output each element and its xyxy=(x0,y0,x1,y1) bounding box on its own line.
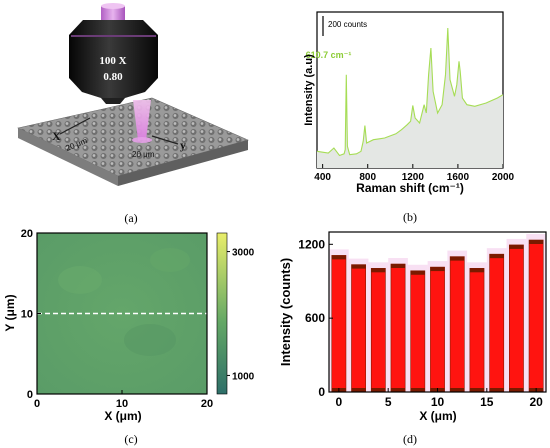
raman-spectrum-chart: 400 800 1200 1600 2000 200 counts 610.7 cm⁻¹… xyxy=(303,11,515,195)
x-axis-arrow xyxy=(59,117,91,135)
panel-label-a: (a) xyxy=(124,211,137,225)
scale-bar-label: 200 counts xyxy=(328,20,367,29)
x-tick-label: 10 xyxy=(116,398,128,410)
panel-label-b: (b) xyxy=(403,210,417,224)
peak-annotation: 610.7 cm⁻¹ xyxy=(306,50,352,60)
y-ticks-c: 0 10 20 xyxy=(21,228,41,401)
objective-na: 0.80 xyxy=(103,71,123,83)
x-tick-label: 2000 xyxy=(492,172,515,183)
bar-base xyxy=(351,388,366,392)
bar-cap xyxy=(489,254,504,259)
intensity-bar-chart: 0 5 10 15 20 0 600 1200 Intensity (counts) X (… xyxy=(278,231,547,423)
bar xyxy=(351,264,366,393)
bar-cap xyxy=(390,264,406,268)
colorbar-tick-label: 3000 xyxy=(232,248,255,259)
bar xyxy=(331,255,347,393)
x-tick-label: 20 xyxy=(201,398,213,410)
spectrum-line xyxy=(316,27,504,157)
x-axis-label-b: Raman shift (cm⁻¹) xyxy=(356,181,464,195)
x-ticks-b: 400 800 1200 1600 2000 xyxy=(314,164,515,183)
bar-cap xyxy=(509,244,524,249)
objective-nose xyxy=(101,98,125,104)
bar xyxy=(509,244,524,393)
axis-x-label: X xyxy=(52,129,61,143)
y-tick-label: 20 xyxy=(21,228,33,240)
bar-cap xyxy=(529,240,544,244)
y-tick-label: 600 xyxy=(305,311,325,325)
bar-cap xyxy=(430,267,445,272)
y-ticks-d: 0 600 1200 xyxy=(298,237,333,399)
spectrum-fill xyxy=(317,28,503,168)
x-tick-label: 0 xyxy=(336,395,343,409)
x-tick-label: 15 xyxy=(480,395,494,409)
x-tick-label: 20 xyxy=(529,395,543,409)
y-tick-label: 10 xyxy=(21,309,33,321)
colorbar-tick-label: 1000 xyxy=(232,371,255,382)
y-axis-arrow xyxy=(151,135,179,145)
axis-y-label: y xyxy=(180,138,186,152)
laser-spot xyxy=(132,137,152,143)
panel-label-c: (c) xyxy=(124,432,137,446)
colorbar xyxy=(216,232,228,395)
bar-cap xyxy=(469,268,485,273)
bar xyxy=(469,268,485,393)
y-tick-label: 1200 xyxy=(298,237,325,251)
bar xyxy=(370,268,386,393)
bars xyxy=(329,234,546,393)
raman-map-chart: 0 10 20 0 10 20 1000 3000 Y (μm) X (μm) xyxy=(3,228,255,423)
bar-base xyxy=(509,388,524,392)
y-axis-label-d: Intensity (counts) xyxy=(278,258,293,366)
x-ticks-c: 0 10 20 xyxy=(34,390,213,410)
bar xyxy=(489,253,505,393)
bar xyxy=(449,256,465,393)
y-axis-label-b: Intensity (a.u) xyxy=(303,54,315,126)
bar-cap xyxy=(450,256,465,261)
laser-beam xyxy=(133,100,151,140)
y-axis-label-c: Y (μm) xyxy=(3,294,17,331)
bar xyxy=(430,266,445,393)
bar-base xyxy=(371,388,386,392)
x-tick-label: 800 xyxy=(359,172,376,183)
map-texture-2 xyxy=(124,324,176,356)
bar-base xyxy=(410,388,425,392)
x-tick-label: 10 xyxy=(431,395,445,409)
bar-base xyxy=(489,388,504,392)
panel-label-d: (d) xyxy=(403,432,417,446)
objective-cap xyxy=(101,6,125,20)
x-tick-label: 1200 xyxy=(402,172,425,183)
panel-a-illustration: 100 X 0.80 X 20 μm y 20 μm xyxy=(17,3,249,186)
objective-magnification: 100 X xyxy=(99,55,126,67)
x-tick-label: 1600 xyxy=(447,172,470,183)
bar xyxy=(528,239,544,393)
bar-cap xyxy=(331,255,346,260)
x-axis-label-c: X (μm) xyxy=(104,409,141,423)
map-texture-1 xyxy=(58,266,102,294)
substrate-front xyxy=(18,128,118,186)
bar-cap xyxy=(351,264,366,269)
x-ticks-d: 0 5 10 15 20 xyxy=(336,388,543,409)
bar xyxy=(410,270,426,393)
bar-base xyxy=(390,388,406,392)
bar-base xyxy=(469,388,485,392)
bar-base xyxy=(450,388,465,392)
bar-cap xyxy=(410,270,425,275)
bar-cap xyxy=(371,268,386,273)
colorbar-ticks: 1000 3000 xyxy=(227,248,255,382)
y-tick-label: 0 xyxy=(27,389,33,401)
map-texture-3 xyxy=(150,248,190,272)
x-axis-label-d: X (μm) xyxy=(419,409,456,423)
objective-cap-top xyxy=(101,3,125,9)
x-tick-label: 400 xyxy=(314,172,331,183)
y-tick-label: 0 xyxy=(318,385,325,399)
x-tick-label: 0 xyxy=(34,398,40,410)
substrate-side xyxy=(118,140,248,186)
objective-body xyxy=(69,20,158,98)
bar xyxy=(390,263,406,393)
dim-y-label: 20 μm xyxy=(132,150,155,159)
x-tick-label: 5 xyxy=(385,395,392,409)
